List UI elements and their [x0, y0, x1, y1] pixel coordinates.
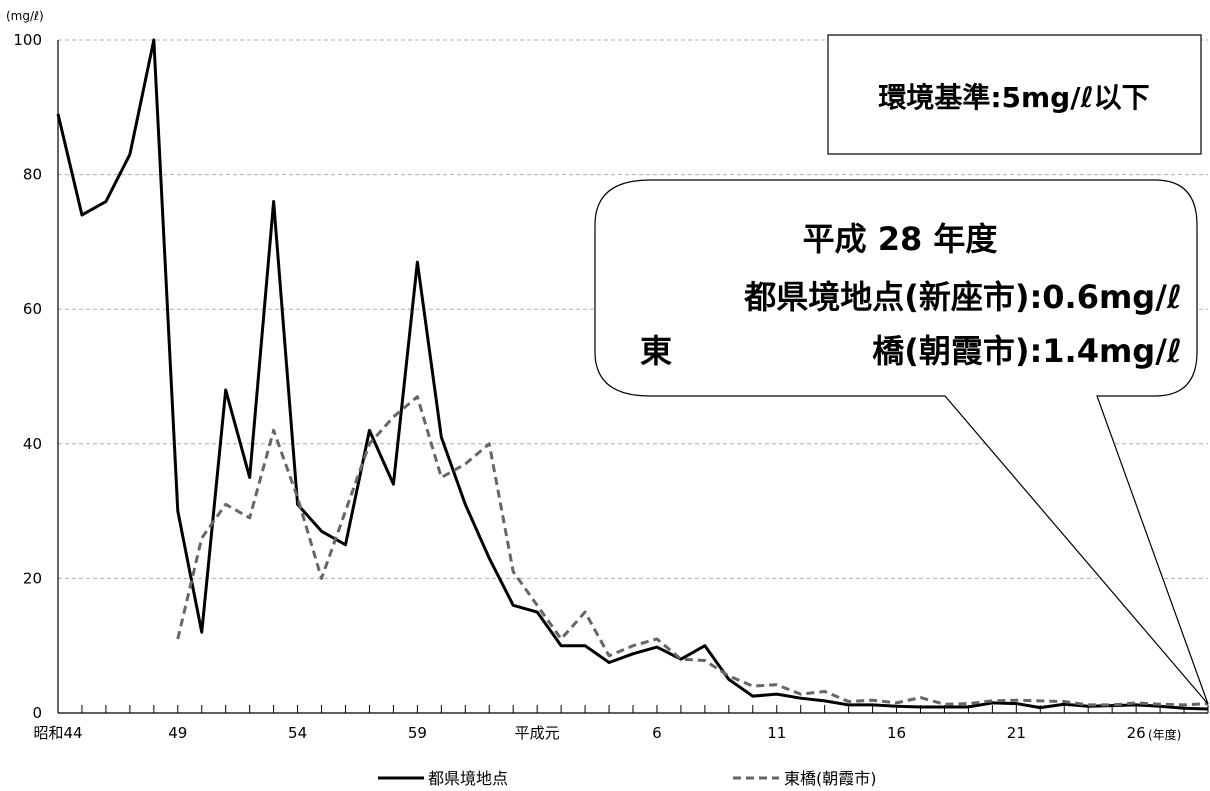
- legend-label-kenkyo: 都県境地点: [428, 769, 508, 788]
- x-tick-label: 54: [288, 724, 307, 742]
- x-axis-unit: (年度): [1148, 727, 1181, 742]
- y-tick-label: 40: [23, 435, 42, 453]
- x-tick-label: 49: [168, 724, 187, 742]
- standard-text: 環境基準:5mg/ℓ以下: [878, 81, 1149, 114]
- callout-line-shinza: 都県境地点(新座市):0.6mg/ℓ: [743, 278, 1182, 316]
- x-tick-label: 6: [652, 724, 662, 742]
- series-lines: [56, 38, 1209, 711]
- x-tick-label: 26: [1127, 724, 1146, 742]
- y-tick-label: 60: [23, 300, 42, 318]
- legend: 都県境地点 東橋(朝霞市): [378, 769, 877, 788]
- y-tick-label: 80: [23, 166, 42, 184]
- y-axis-ticks: 0 20 40 60 80 100: [13, 31, 42, 722]
- y-tick-label: 20: [23, 569, 42, 587]
- y-tick-label: 100: [13, 31, 42, 49]
- callout-title: 平成 28 年度: [803, 220, 998, 258]
- callout-line-asaka: 橋(朝霞市):1.4mg/ℓ: [872, 332, 1182, 370]
- x-tick-label: 21: [1007, 724, 1026, 742]
- callout-line-higashi-prefix: 東: [640, 332, 672, 370]
- callout-bubble: [594, 179, 1209, 705]
- x-tick-label: 16: [887, 724, 906, 742]
- series-line-0: [56, 38, 1209, 711]
- x-axis-ticks: 昭和44 49 54 59 平成元 6 11 16 21 26: [33, 705, 1209, 742]
- x-tick-label: 昭和44: [33, 724, 82, 742]
- y-tick-label: 0: [32, 704, 42, 722]
- x-tick-label: 59: [408, 724, 427, 742]
- x-tick-label: 平成元: [515, 724, 560, 742]
- y-axis-unit: (mg/ℓ): [6, 9, 44, 23]
- standard-box: [827, 34, 1202, 155]
- x-tick-label: 11: [767, 724, 786, 742]
- legend-label-higashibashi: 東橋(朝霞市): [784, 769, 877, 788]
